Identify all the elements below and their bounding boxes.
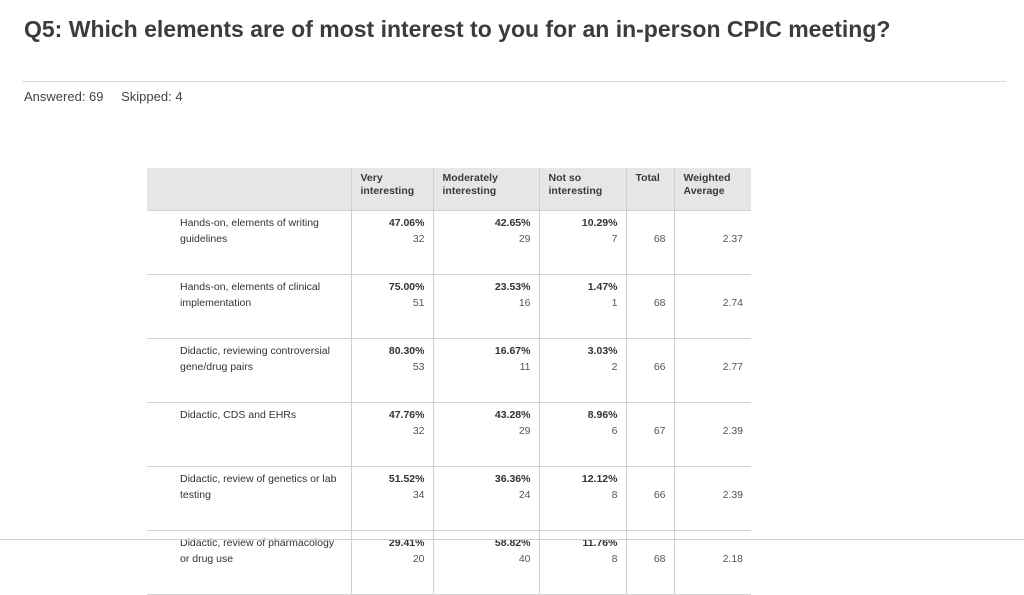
row-label: Hands-on, elements of clinical implement…: [147, 274, 351, 339]
table-row: Didactic, CDS and EHRs 47.76% 32 43.28% 29…: [147, 402, 751, 467]
weighted-average-cell: 2.18: [673, 530, 751, 595]
total-cell: 66: [625, 338, 674, 403]
table-row: Hands-on, elements of clinical implement…: [147, 274, 751, 339]
weighted-average-cell: 2.74: [673, 274, 751, 339]
not-so-interesting-cell: 10.29% 7: [538, 210, 626, 275]
total-cell: 68: [625, 210, 674, 275]
very-interesting-cell: 47.76% 32: [350, 402, 433, 467]
moderately-interesting-cell: 58.82% 40: [432, 530, 539, 595]
very-interesting-cell: 29.41% 20: [350, 530, 433, 595]
answered-count: Answered: 69: [24, 89, 104, 104]
weighted-average-cell: 2.39: [673, 466, 751, 531]
total-cell: 68: [625, 530, 674, 595]
row-label: Didactic, review of genetics or lab test…: [147, 466, 351, 531]
total-cell: 68: [625, 274, 674, 339]
header-weighted-average: Weighted Average: [673, 168, 751, 211]
table-header-row: Very interesting Moderately interesting …: [147, 168, 751, 211]
title-divider: [22, 81, 1006, 82]
row-label: Hands-on, elements of writing guidelines: [147, 210, 351, 275]
weighted-average-cell: 2.77: [673, 338, 751, 403]
header-not-so-interesting: Not so interesting: [538, 168, 626, 211]
moderately-interesting-cell: 36.36% 24: [432, 466, 539, 531]
results-table: Very interesting Moderately interesting …: [147, 168, 751, 595]
table-row: Hands-on, elements of writing guidelines…: [147, 210, 751, 275]
footer-divider: [0, 539, 1024, 540]
question-title: Q5: Which elements are of most interest …: [24, 16, 891, 42]
moderately-interesting-cell: 23.53% 16: [432, 274, 539, 339]
moderately-interesting-cell: 43.28% 29: [432, 402, 539, 467]
header-moderately-interesting: Moderately interesting: [432, 168, 539, 211]
weighted-average-cell: 2.39: [673, 402, 751, 467]
response-stats: Answered: 69 Skipped: 4: [24, 89, 197, 104]
total-cell: 67: [625, 402, 674, 467]
not-so-interesting-cell: 3.03% 2: [538, 338, 626, 403]
not-so-interesting-cell: 1.47% 1: [538, 274, 626, 339]
total-cell: 66: [625, 466, 674, 531]
very-interesting-cell: 51.52% 34: [350, 466, 433, 531]
not-so-interesting-cell: 8.96% 6: [538, 402, 626, 467]
moderately-interesting-cell: 16.67% 11: [432, 338, 539, 403]
skipped-count: Skipped: 4: [121, 89, 183, 104]
very-interesting-cell: 80.30% 53: [350, 338, 433, 403]
not-so-interesting-cell: 11.76% 8: [538, 530, 626, 595]
header-blank: [147, 168, 351, 211]
row-label: Didactic, review of pharmacology or drug…: [147, 530, 351, 595]
very-interesting-cell: 75.00% 51: [350, 274, 433, 339]
table-row: Didactic, reviewing controversial gene/d…: [147, 338, 751, 403]
row-label: Didactic, CDS and EHRs: [147, 402, 351, 467]
header-very-interesting: Very interesting: [350, 168, 433, 211]
row-label: Didactic, reviewing controversial gene/d…: [147, 338, 351, 403]
table-row: Didactic, review of pharmacology or drug…: [147, 530, 751, 595]
not-so-interesting-cell: 12.12% 8: [538, 466, 626, 531]
header-total: Total: [625, 168, 674, 211]
weighted-average-cell: 2.37: [673, 210, 751, 275]
very-interesting-cell: 47.06% 32: [350, 210, 433, 275]
table-row: Didactic, review of genetics or lab test…: [147, 466, 751, 531]
moderately-interesting-cell: 42.65% 29: [432, 210, 539, 275]
